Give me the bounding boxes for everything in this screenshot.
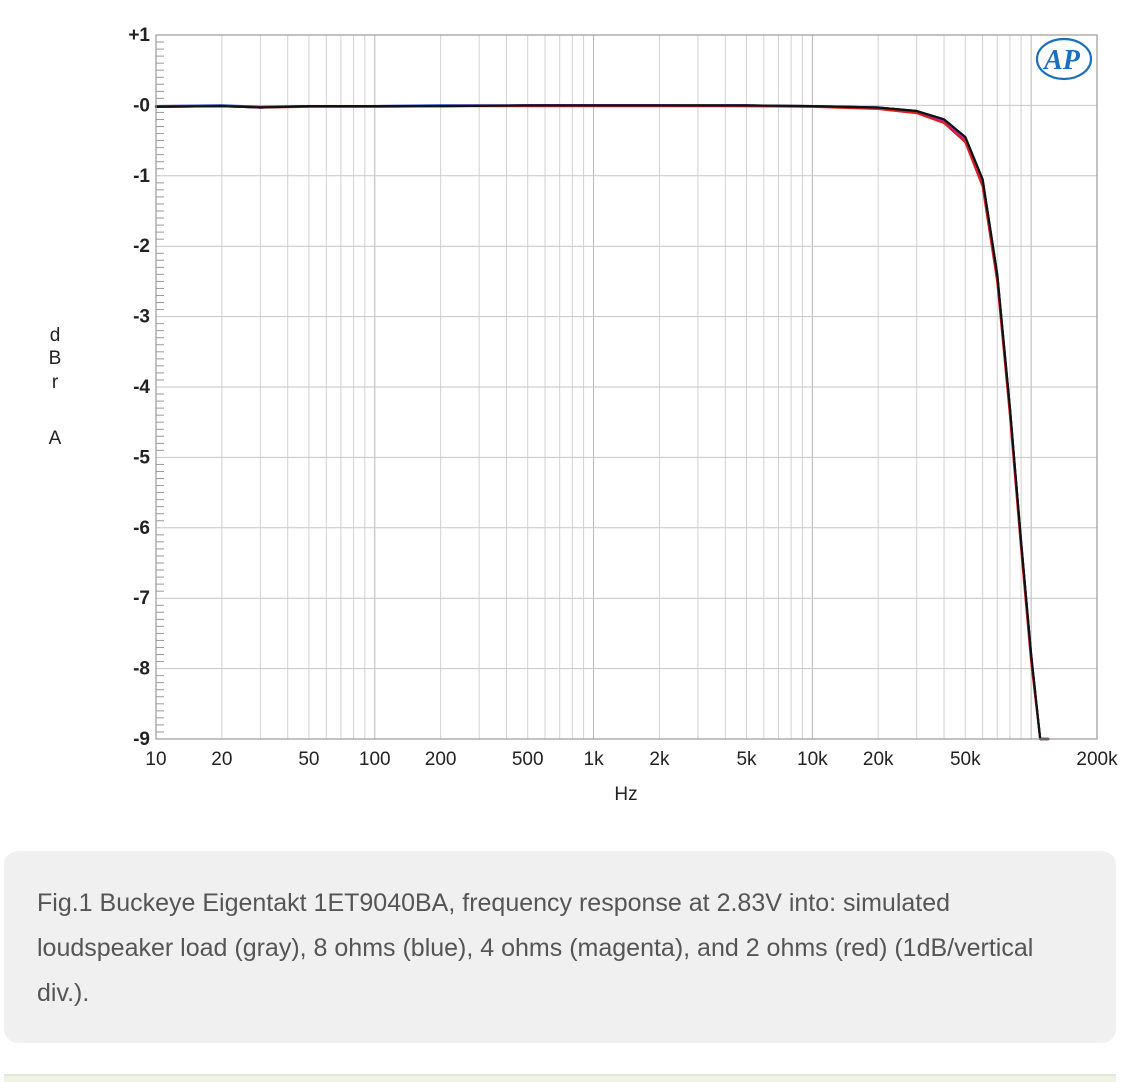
- series-line-5: [154, 104, 1050, 741]
- ap-logo-text: AP: [1042, 45, 1081, 76]
- plot-frame: [155, 34, 1098, 740]
- y-axis-title-char: d: [50, 325, 61, 346]
- y-tick-label: -7: [133, 588, 150, 609]
- y-tick-label: -9: [133, 729, 150, 750]
- ap-logo-icon: AP: [1035, 37, 1093, 81]
- frequency-response-chart: +1 -0 -1 -2 -3 -4 -5 -6 -7 -8 -9 10 20 50 100 200 500 1k…: [49, 25, 1118, 805]
- y-tick-label: -3: [133, 307, 150, 328]
- x-tick-label: 2k: [649, 749, 670, 770]
- x-tick-label: 500: [512, 749, 544, 770]
- y-tick-label: -4: [133, 377, 150, 398]
- series-line-1: [154, 104, 1050, 741]
- x-tick-label: 100: [359, 749, 391, 770]
- y-tick-label: -5: [133, 447, 150, 468]
- x-tick-label: 200: [425, 749, 457, 770]
- y-axis-title: dBr A: [49, 325, 62, 449]
- y-minor-ticks: [156, 41, 164, 733]
- x-tick-labels: 10 20 50 100 200 500 1k 2k 5k 10k 20k 50k 200k: [145, 749, 1118, 770]
- x-tick-label: 10: [145, 749, 166, 770]
- y-tick-label: -6: [133, 518, 150, 539]
- x-tick-label: 50: [298, 749, 319, 770]
- x-tick-label: 1k: [584, 749, 605, 770]
- y-axis-title-char: B: [49, 348, 62, 369]
- x-tick-label: 5k: [736, 749, 757, 770]
- x-tick-label: 20k: [863, 749, 894, 770]
- series-line-4: [154, 104, 1050, 741]
- y-tick-label: -8: [133, 659, 150, 680]
- next-section-edge: [4, 1074, 1116, 1082]
- y-tick-label: +1: [128, 25, 150, 46]
- x-axis-title: Hz: [614, 784, 637, 805]
- grid: [155, 34, 1098, 740]
- y-axis-title-char: r: [52, 372, 59, 393]
- y-axis-title-char: A: [49, 428, 62, 449]
- x-tick-label: 200k: [1076, 749, 1118, 770]
- figure-caption-box: Fig.1 Buckeye Eigentakt 1ET9040BA, frequ…: [4, 851, 1116, 1043]
- y-tick-label: -1: [133, 166, 150, 187]
- y-tick-label: -2: [133, 236, 150, 257]
- series-group: [154, 104, 1050, 741]
- y-tick-label: -0: [133, 95, 150, 116]
- series-line-2: [154, 104, 1050, 741]
- x-tick-label: 50k: [950, 749, 981, 770]
- series-line-3: [154, 104, 1050, 741]
- x-tick-label: 20: [211, 749, 232, 770]
- figure-caption: Fig.1 Buckeye Eigentakt 1ET9040BA, frequ…: [37, 889, 1034, 1007]
- y-tick-labels: +1 -0 -1 -2 -3 -4 -5 -6 -7 -8 -9: [128, 25, 150, 750]
- x-tick-label: 10k: [797, 749, 828, 770]
